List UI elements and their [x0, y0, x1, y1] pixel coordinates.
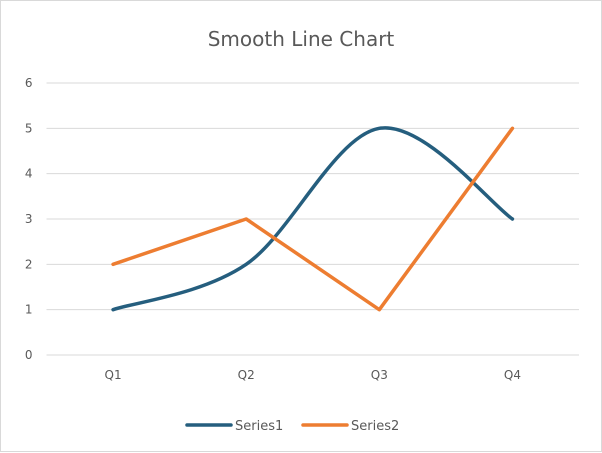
x-tick-label: Q4	[504, 368, 521, 382]
x-tick-label: Q2	[238, 368, 255, 382]
y-tick-label: 0	[25, 348, 33, 362]
y-tick-label: 2	[25, 257, 33, 271]
legend-label: Series1	[235, 419, 283, 434]
y-tick-label: 4	[25, 167, 33, 181]
chart-title: Smooth Line Chart	[208, 27, 395, 51]
x-tick-label: Q3	[371, 368, 388, 382]
y-tick-label: 5	[25, 121, 33, 135]
series-line-series2	[111, 126, 515, 312]
y-tick-label: 3	[25, 212, 33, 226]
y-tick-label: 6	[25, 76, 33, 90]
series-line-series1	[111, 126, 515, 312]
y-tick-label: 1	[25, 303, 33, 317]
legend-label: Series2	[351, 419, 399, 434]
x-tick-label: Q1	[105, 368, 122, 382]
